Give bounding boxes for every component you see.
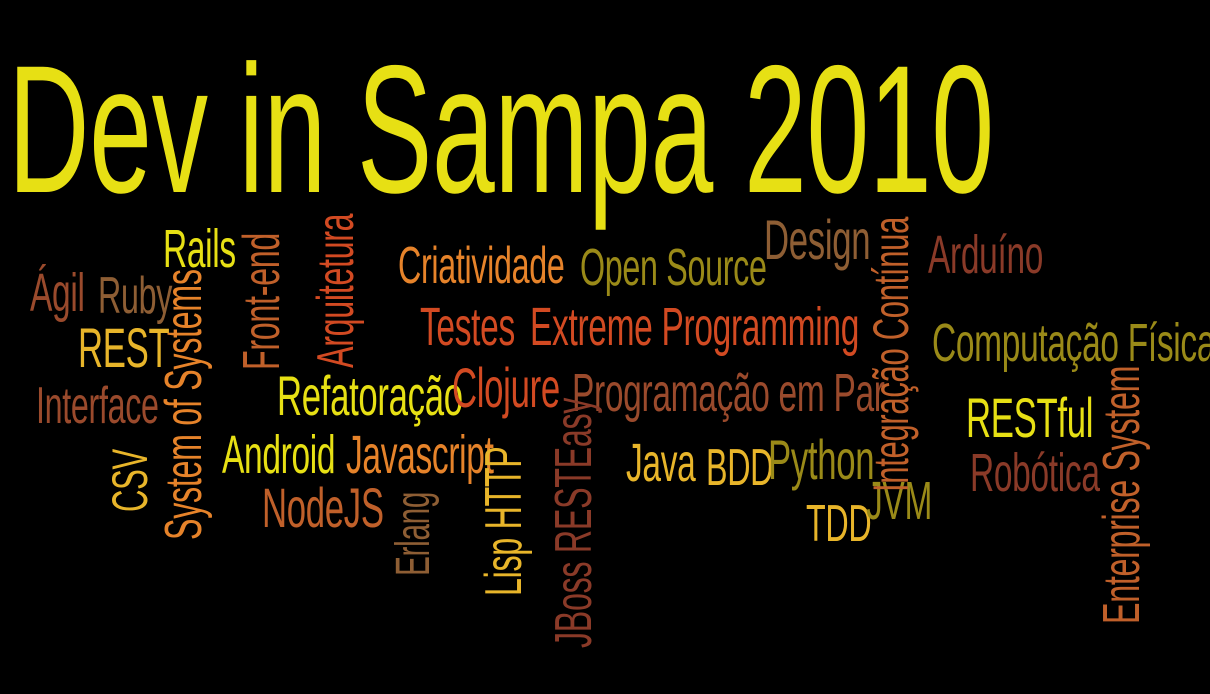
word-rails: Rails: [163, 219, 236, 279]
word-testes: Testes: [420, 297, 515, 357]
word-design: Design: [764, 208, 871, 271]
word-javascript: Javascript: [346, 425, 494, 485]
word-jboss: JBoss: [545, 561, 603, 648]
word-agil: Ágil: [30, 263, 85, 323]
word-csv: CSV: [102, 449, 158, 512]
word-clojure: Clojure: [452, 356, 560, 419]
word-extreme-programming: Extreme Programming: [530, 297, 860, 357]
word-http: HTTP: [475, 446, 533, 530]
word-bdd: BDD: [706, 439, 774, 497]
word-front-end: Front-end: [233, 233, 291, 370]
word-resteasy: RESTEasy: [545, 397, 603, 554]
word-restful: RESTful: [966, 386, 1094, 449]
word-enterprise-system: Enterprise System: [1093, 365, 1151, 624]
word-tdd: TDD: [806, 495, 872, 553]
word-arquitetura: Arquitetura: [307, 213, 365, 368]
word-python: Python: [768, 428, 875, 491]
word-programacao-em-par: Programação em Par: [572, 363, 885, 423]
word-nodejs: NodeJS: [262, 476, 384, 539]
word-rest: REST: [78, 316, 170, 379]
word-android: Android: [222, 425, 336, 485]
word-lisp: Lisp: [475, 538, 533, 596]
word-jvm: JVM: [866, 471, 933, 531]
word-erlang: Erlang: [387, 491, 440, 576]
word-arduino: Arduíno: [928, 225, 1044, 285]
word-integracao-continua: Integração Contínua: [863, 216, 919, 492]
word-computacao-fisica: Computação Física: [932, 313, 1210, 373]
word-interface: Interface: [36, 377, 159, 435]
word-open-source: Open Source: [580, 239, 767, 297]
word-criatividade: Criatividade: [398, 237, 565, 295]
word-refatoracao: Refatoração: [277, 364, 463, 427]
word-lisp-http: Lisp HTTP: [475, 446, 533, 596]
word-system-of-systems: System of Systems: [155, 269, 213, 540]
word-jboss-resteasy: JBoss RESTEasy: [545, 397, 603, 648]
word-ruby: Ruby: [98, 267, 173, 325]
word-robotica: Robótica: [970, 443, 1100, 503]
word-java: Java: [626, 433, 696, 493]
page-title: Dev in Sampa 2010: [8, 27, 994, 231]
